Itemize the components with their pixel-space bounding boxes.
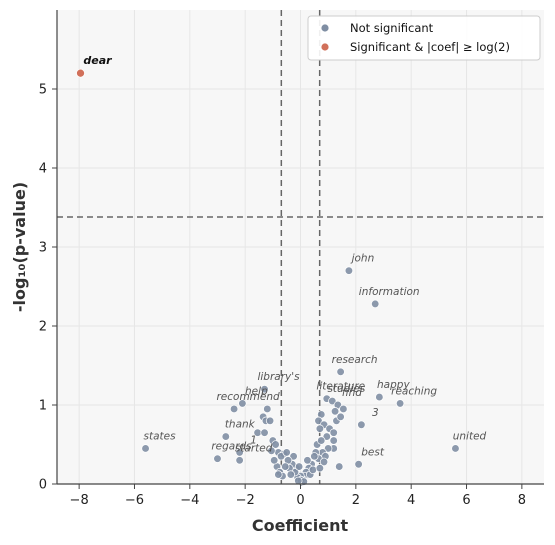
point-annotations: dear john information research library's lite… bbox=[83, 54, 486, 458]
legend-box bbox=[307, 15, 541, 61]
y-tick-label: 4 bbox=[39, 162, 47, 177]
y-tick-label: 3 bbox=[39, 241, 47, 256]
data-point bbox=[328, 396, 337, 406]
data-point bbox=[335, 462, 344, 471]
x-axis-label: Coefficient bbox=[252, 516, 349, 535]
x-tick-label: 0 bbox=[296, 493, 304, 508]
data-point bbox=[329, 428, 338, 437]
y-axis-label: -log₁₀(p-value) bbox=[10, 182, 29, 312]
legend-label-not-significant: Not significant bbox=[350, 21, 434, 35]
legend-label-significant: Significant & |coef| ≥ log(2) bbox=[350, 40, 510, 54]
data-point bbox=[344, 266, 354, 275]
threshold-lines bbox=[57, 10, 544, 484]
data-point bbox=[395, 399, 405, 408]
data-point bbox=[238, 399, 247, 408]
point-label: best bbox=[361, 446, 385, 458]
point-label: studies bbox=[327, 383, 365, 395]
data-point bbox=[336, 412, 345, 422]
data-point bbox=[235, 456, 244, 465]
x-tick-label: 8 bbox=[518, 493, 526, 508]
data-point bbox=[265, 416, 275, 425]
data-point bbox=[289, 452, 298, 461]
data-point bbox=[308, 465, 318, 474]
x-tick-label: −8 bbox=[70, 493, 89, 508]
point-label: john bbox=[350, 253, 375, 265]
data-point bbox=[294, 476, 303, 485]
data-point-significant bbox=[76, 68, 85, 78]
data-point bbox=[229, 404, 239, 414]
significant-points bbox=[76, 68, 85, 78]
data-point bbox=[330, 407, 340, 416]
y-tick-label: 1 bbox=[39, 399, 47, 414]
x-tick-label: 2 bbox=[352, 493, 360, 508]
data-point bbox=[274, 470, 283, 479]
data-point bbox=[260, 428, 269, 437]
point-label: research bbox=[332, 354, 378, 366]
data-point bbox=[329, 436, 338, 445]
legend-marker-not-significant bbox=[320, 23, 330, 33]
point-label: happy bbox=[377, 379, 410, 391]
y-tick-label: 5 bbox=[39, 83, 47, 98]
point-label: reaching bbox=[391, 385, 437, 397]
data-point bbox=[315, 424, 325, 433]
data-point bbox=[371, 299, 380, 309]
data-point bbox=[271, 440, 280, 449]
y-ticks: 0 1 2 3 4 5 bbox=[39, 83, 57, 493]
x-tick-label: −6 bbox=[125, 493, 144, 508]
data-point bbox=[303, 456, 312, 465]
data-point bbox=[260, 385, 269, 394]
point-label: find bbox=[342, 387, 362, 399]
x-ticks: −8 −6 −4 −2 0 2 4 6 8 bbox=[70, 484, 526, 508]
data-point bbox=[286, 470, 295, 479]
legend-marker-significant bbox=[320, 42, 330, 52]
data-point bbox=[339, 404, 348, 414]
x-tick-label: −4 bbox=[180, 493, 199, 508]
y-tick-label: 0 bbox=[39, 478, 47, 493]
data-point bbox=[221, 432, 230, 441]
data-point bbox=[281, 462, 290, 471]
data-point bbox=[336, 367, 345, 376]
x-tick-label: −2 bbox=[236, 493, 255, 508]
legend: Not significant Significant & |coef| ≥ l… bbox=[307, 15, 541, 61]
point-label: dear bbox=[83, 54, 112, 67]
data-point bbox=[267, 446, 276, 455]
data-point bbox=[294, 462, 304, 471]
data-point bbox=[319, 457, 329, 467]
not-significant-points bbox=[141, 266, 460, 487]
point-label: library's bbox=[257, 371, 300, 383]
data-point bbox=[282, 448, 291, 457]
x-tick-label: 6 bbox=[462, 493, 470, 508]
x-tick-label: 4 bbox=[407, 493, 415, 508]
point-label: recommend bbox=[216, 391, 280, 403]
point-label: 3 bbox=[372, 407, 379, 419]
data-point bbox=[317, 436, 326, 445]
data-point bbox=[141, 444, 150, 453]
point-label: states bbox=[144, 430, 177, 442]
point-label: information bbox=[359, 286, 420, 298]
data-point bbox=[322, 432, 331, 441]
data-point bbox=[263, 404, 272, 414]
data-point bbox=[314, 416, 323, 425]
data-point bbox=[357, 420, 366, 429]
y-tick-label: 2 bbox=[39, 320, 47, 335]
data-point bbox=[451, 444, 460, 453]
point-label: thank bbox=[225, 419, 256, 431]
data-point bbox=[324, 444, 333, 453]
data-point bbox=[270, 456, 279, 465]
data-point bbox=[310, 452, 319, 461]
point-label: united bbox=[453, 430, 487, 442]
point-label: started bbox=[235, 442, 273, 454]
point-label: literature bbox=[316, 381, 365, 393]
data-point bbox=[276, 452, 286, 461]
data-point bbox=[213, 454, 222, 463]
point-label: regards bbox=[211, 441, 252, 453]
data-point bbox=[354, 460, 363, 469]
data-point bbox=[375, 392, 384, 402]
point-label: help bbox=[245, 385, 268, 397]
data-point bbox=[315, 464, 325, 473]
point-label: 1 bbox=[250, 434, 257, 446]
